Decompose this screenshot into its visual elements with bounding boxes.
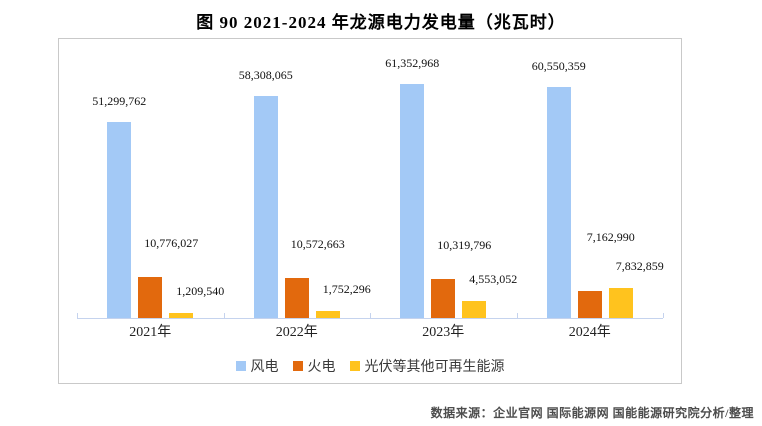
legend-swatch-solar — [349, 361, 360, 371]
legend-label-thermal: 火电 — [307, 360, 336, 375]
legend-label-wind: 风电 — [250, 360, 279, 375]
chart-legend: 风电 火电 光伏等其他可再生能源 — [58, 356, 682, 376]
legend-item-wind: 风电 — [235, 356, 279, 376]
legend-item-solar: 光伏等其他可再生能源 — [349, 356, 505, 376]
chart-plot-area — [58, 38, 682, 384]
source-note: 数据来源：企业官网 国际能源网 国能能源研究院分析/整理 — [430, 406, 754, 420]
chart-title: 图 90 2021-2024 年龙源电力发电量（兆瓦时） — [196, 13, 566, 32]
legend-swatch-wind — [235, 361, 246, 371]
legend-item-thermal: 火电 — [292, 356, 336, 376]
legend-swatch-thermal — [292, 361, 303, 371]
legend-label-solar: 光伏等其他可再生能源 — [364, 360, 505, 375]
